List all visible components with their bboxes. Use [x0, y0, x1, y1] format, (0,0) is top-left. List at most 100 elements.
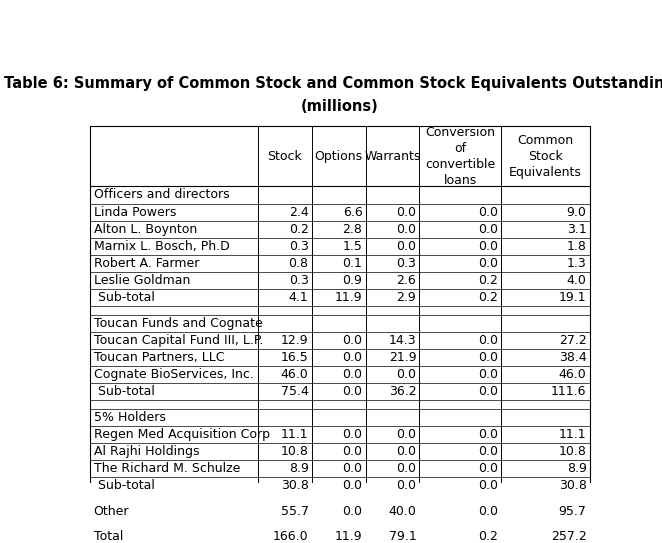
Text: 11.1: 11.1 — [559, 428, 587, 441]
Text: Robert A. Farmer: Robert A. Farmer — [93, 257, 199, 270]
Text: Other: Other — [93, 505, 129, 518]
Text: 0.0: 0.0 — [342, 334, 362, 347]
Text: Al Rajhi Holdings: Al Rajhi Holdings — [93, 445, 199, 458]
Text: Sub-total: Sub-total — [93, 479, 154, 493]
Text: Stock: Stock — [267, 150, 302, 162]
Text: 111.6: 111.6 — [551, 386, 587, 399]
Text: Sub-total: Sub-total — [93, 386, 154, 399]
Text: 166.0: 166.0 — [273, 531, 308, 543]
Text: Toucan Capital Fund III, L.P.: Toucan Capital Fund III, L.P. — [93, 334, 263, 347]
Text: Sub-total: Sub-total — [93, 292, 154, 304]
Text: 3.1: 3.1 — [567, 223, 587, 236]
Text: 14.3: 14.3 — [389, 334, 416, 347]
Text: 0.0: 0.0 — [342, 505, 362, 518]
Text: 0.0: 0.0 — [478, 505, 498, 518]
Text: 0.0: 0.0 — [478, 223, 498, 236]
Text: 55.7: 55.7 — [281, 505, 308, 518]
Text: 2.4: 2.4 — [289, 206, 308, 219]
Text: The Richard M. Schulze: The Richard M. Schulze — [93, 462, 240, 475]
Text: 0.0: 0.0 — [478, 462, 498, 475]
Text: 2.6: 2.6 — [397, 274, 416, 287]
Text: 1.8: 1.8 — [567, 240, 587, 253]
Text: 0.3: 0.3 — [397, 257, 416, 270]
Text: 0.8: 0.8 — [289, 257, 308, 270]
Text: 30.8: 30.8 — [559, 479, 587, 493]
Text: 0.9: 0.9 — [342, 274, 362, 287]
Text: 0.0: 0.0 — [397, 445, 416, 458]
Text: 27.2: 27.2 — [559, 334, 587, 347]
Text: Alton L. Boynton: Alton L. Boynton — [93, 223, 197, 236]
Text: 79.1: 79.1 — [389, 531, 416, 543]
Text: 0.0: 0.0 — [478, 386, 498, 399]
Text: 11.9: 11.9 — [335, 531, 362, 543]
Text: 8.9: 8.9 — [289, 462, 308, 475]
Text: 40.0: 40.0 — [389, 505, 416, 518]
Text: 0.2: 0.2 — [478, 531, 498, 543]
Text: 11.1: 11.1 — [281, 428, 308, 441]
Text: Conversion
of
convertible
loans: Conversion of convertible loans — [425, 125, 495, 187]
Text: 10.8: 10.8 — [559, 445, 587, 458]
Text: 0.2: 0.2 — [289, 223, 308, 236]
Text: Table 6: Summary of Common Stock and Common Stock Equivalents Outstanding: Table 6: Summary of Common Stock and Com… — [4, 75, 662, 91]
Text: 0.0: 0.0 — [342, 386, 362, 399]
Text: 0.1: 0.1 — [342, 257, 362, 270]
Text: 6.6: 6.6 — [343, 206, 362, 219]
Text: 257.2: 257.2 — [551, 531, 587, 543]
Text: 5% Holders: 5% Holders — [93, 411, 166, 424]
Text: 0.0: 0.0 — [478, 351, 498, 364]
Text: 10.8: 10.8 — [281, 445, 308, 458]
Text: 30.8: 30.8 — [281, 479, 308, 493]
Text: 0.0: 0.0 — [397, 223, 416, 236]
Text: 75.4: 75.4 — [281, 386, 308, 399]
Text: 2.9: 2.9 — [397, 292, 416, 304]
Text: 4.0: 4.0 — [567, 274, 587, 287]
Text: 12.9: 12.9 — [281, 334, 308, 347]
Text: 0.2: 0.2 — [478, 292, 498, 304]
Text: Officers and directors: Officers and directors — [93, 188, 229, 201]
Text: 16.5: 16.5 — [281, 351, 308, 364]
Text: 0.0: 0.0 — [478, 334, 498, 347]
Text: 0.0: 0.0 — [397, 240, 416, 253]
Text: 1.5: 1.5 — [342, 240, 362, 253]
Text: 19.1: 19.1 — [559, 292, 587, 304]
Text: 11.9: 11.9 — [335, 292, 362, 304]
Text: Regen Med Acquisition Corp: Regen Med Acquisition Corp — [93, 428, 269, 441]
Text: 0.0: 0.0 — [342, 462, 362, 475]
Text: 0.0: 0.0 — [397, 462, 416, 475]
Text: Marnix L. Bosch, Ph.D: Marnix L. Bosch, Ph.D — [93, 240, 229, 253]
Text: 9.0: 9.0 — [567, 206, 587, 219]
Text: 8.9: 8.9 — [567, 462, 587, 475]
Text: 4.1: 4.1 — [289, 292, 308, 304]
Text: 46.0: 46.0 — [281, 368, 308, 381]
Text: 0.0: 0.0 — [397, 368, 416, 381]
Text: Toucan Funds and Cognate: Toucan Funds and Cognate — [93, 317, 262, 330]
Text: 0.2: 0.2 — [478, 274, 498, 287]
Text: Toucan Partners, LLC: Toucan Partners, LLC — [93, 351, 224, 364]
Text: 0.0: 0.0 — [342, 351, 362, 364]
Text: 38.4: 38.4 — [559, 351, 587, 364]
Text: 0.0: 0.0 — [478, 445, 498, 458]
Text: 0.0: 0.0 — [342, 479, 362, 493]
Text: 0.0: 0.0 — [478, 428, 498, 441]
Text: 0.0: 0.0 — [342, 445, 362, 458]
Text: 0.0: 0.0 — [342, 428, 362, 441]
Text: 2.8: 2.8 — [342, 223, 362, 236]
Text: Leslie Goldman: Leslie Goldman — [93, 274, 190, 287]
Text: Linda Powers: Linda Powers — [93, 206, 176, 219]
Text: 0.3: 0.3 — [289, 240, 308, 253]
Text: 0.0: 0.0 — [478, 257, 498, 270]
Text: 46.0: 46.0 — [559, 368, 587, 381]
Text: 21.9: 21.9 — [389, 351, 416, 364]
Text: Options: Options — [314, 150, 363, 162]
Text: Total: Total — [93, 531, 123, 543]
Text: 0.0: 0.0 — [342, 368, 362, 381]
Text: 36.2: 36.2 — [389, 386, 416, 399]
Text: 1.3: 1.3 — [567, 257, 587, 270]
Text: Warrants: Warrants — [364, 150, 420, 162]
Text: 0.0: 0.0 — [478, 240, 498, 253]
Text: 0.0: 0.0 — [397, 206, 416, 219]
Text: Common
Stock
Equivalents: Common Stock Equivalents — [509, 134, 582, 179]
Text: (millions): (millions) — [301, 99, 378, 113]
Text: 0.0: 0.0 — [478, 479, 498, 493]
Text: 0.0: 0.0 — [397, 428, 416, 441]
